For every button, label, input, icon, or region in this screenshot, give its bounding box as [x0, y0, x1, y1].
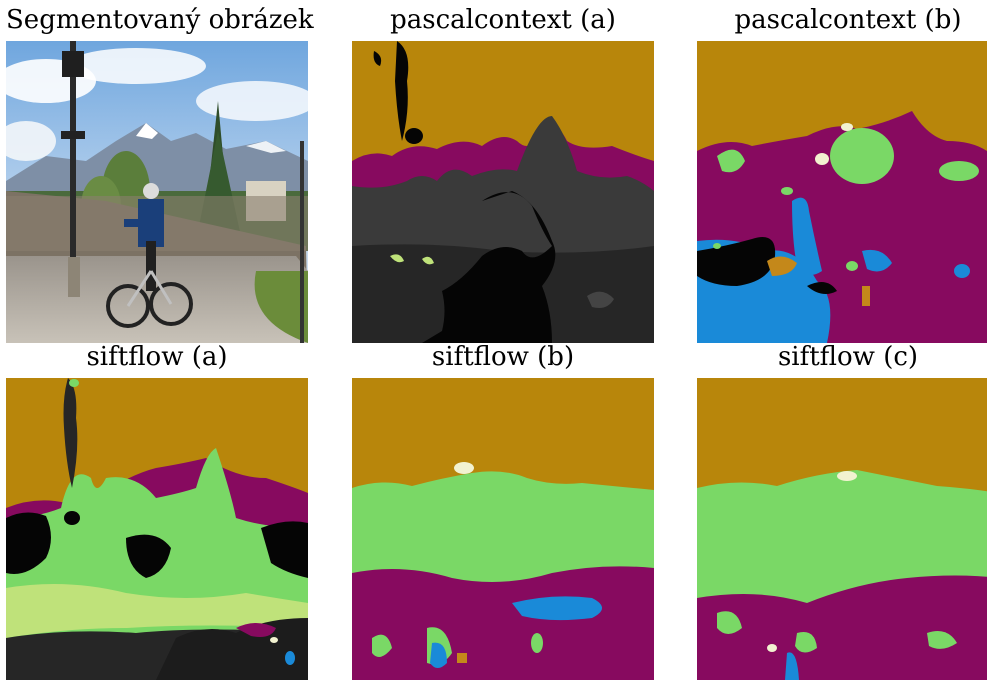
photo-image [6, 41, 308, 343]
segmentation-map [352, 41, 654, 343]
panel-title: pascalcontext (a) [390, 5, 616, 35]
panel-title: siftflow (b) [431, 342, 575, 372]
panel-title: Segmentovaný obrázek [6, 5, 314, 35]
segmentation-map [697, 41, 987, 343]
panel-title: siftflow (c) [777, 342, 919, 372]
segmentation-map [6, 378, 308, 680]
segmentation-map [352, 378, 654, 680]
panel-title: pascalcontext (b) [734, 5, 962, 35]
panel-title: siftflow (a) [86, 342, 228, 372]
segmentation-map [697, 378, 987, 680]
